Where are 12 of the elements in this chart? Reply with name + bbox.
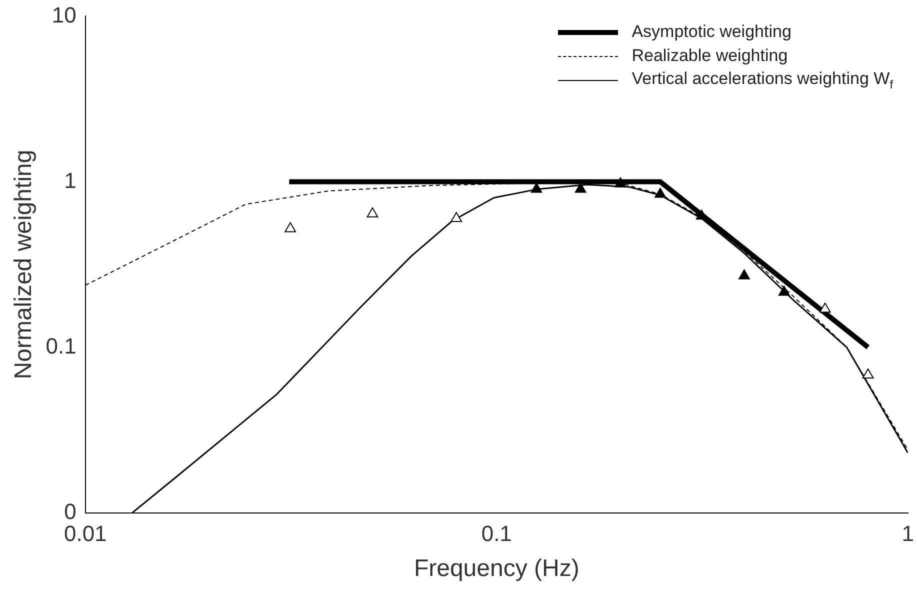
legend-label: Realizable weighting bbox=[632, 46, 788, 66]
x-tick-label: 0.1 bbox=[481, 521, 512, 546]
y-tick-label: 0.1 bbox=[46, 333, 76, 358]
legend-label: Asymptotic weighting bbox=[632, 22, 792, 42]
x-axis-title: Frequency (Hz) bbox=[414, 555, 580, 582]
y-axis-title: Normalized weighting bbox=[10, 150, 38, 380]
x-tick-label: 0.01 bbox=[64, 521, 107, 546]
y-tick-label: 10 bbox=[52, 2, 76, 28]
y-tick-label: 0 bbox=[64, 498, 76, 524]
x-tick-label: 1 bbox=[902, 521, 914, 546]
y-tick-label: 1 bbox=[64, 168, 76, 193]
legend-label: Vertical accelerations weighting W$_{f}$ bbox=[632, 68, 893, 92]
